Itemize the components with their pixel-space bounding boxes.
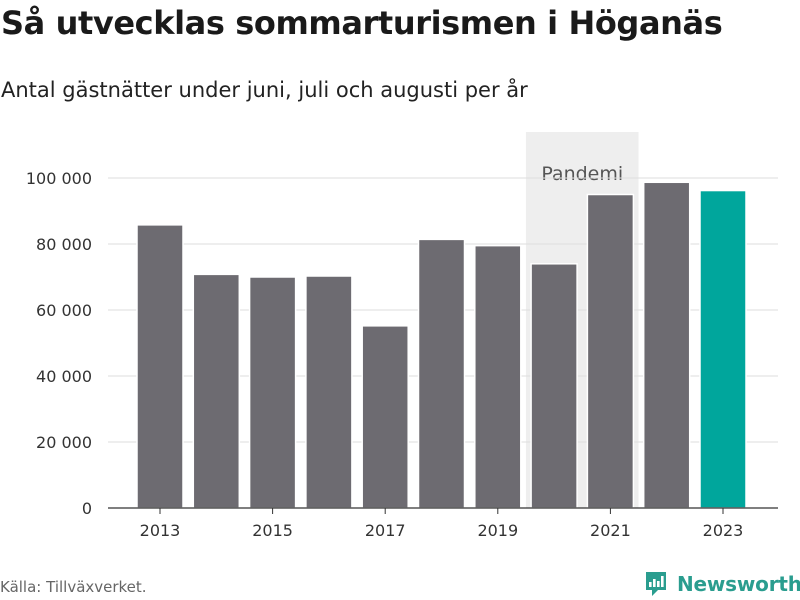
x-tick-label: 2017 — [365, 521, 406, 540]
bar-2020 — [530, 263, 578, 509]
bar-2022 — [642, 181, 691, 509]
brand-logo: Newsworthy — [644, 568, 800, 600]
x-tick-label: 2015 — [252, 521, 293, 540]
y-tick-label: 40 000 — [36, 367, 92, 386]
y-tick-label: 60 000 — [36, 301, 92, 320]
bar-2014 — [192, 273, 241, 509]
bars — [136, 181, 747, 509]
y-tick-label: 80 000 — [36, 235, 92, 254]
tick-labels: 0 20 000 40 000 60 000 80 000 100 000 2013 2015… — [26, 169, 744, 540]
axes — [108, 507, 778, 514]
y-tick-label: 20 000 — [36, 433, 92, 452]
x-tick-label: 2013 — [140, 521, 181, 540]
bar-2017 — [361, 325, 409, 509]
chart-subtitle: Antal gästnätter under juni, juli och au… — [1, 78, 528, 102]
pandemic-label: Pandemi — [541, 163, 623, 185]
newsworthy-logo-icon — [646, 572, 666, 596]
x-tick-label: 2023 — [703, 521, 744, 540]
y-tick-label: 100 000 — [26, 169, 92, 188]
bar-2023 — [699, 189, 747, 509]
x-tick-label: 2021 — [590, 521, 631, 540]
bar-2018 — [417, 238, 466, 509]
source-note: Källa: Tillväxverket. — [0, 578, 147, 596]
bar-2015 — [248, 276, 297, 509]
bar-2013 — [136, 224, 184, 509]
y-tick-label: 0 — [82, 499, 92, 518]
bar-2021 — [586, 193, 635, 509]
x-tick-label: 2019 — [477, 521, 518, 540]
bar-2016 — [305, 275, 353, 509]
bar-chart: Pandemi 0 20 000 40 000 60 000 80 000 100 000… — [26, 132, 778, 540]
chart-title: Så utvecklas sommarturismen i Höganäs — [1, 4, 723, 42]
brand-name: Newsworthy — [677, 572, 800, 596]
bar-2019 — [474, 244, 522, 509]
